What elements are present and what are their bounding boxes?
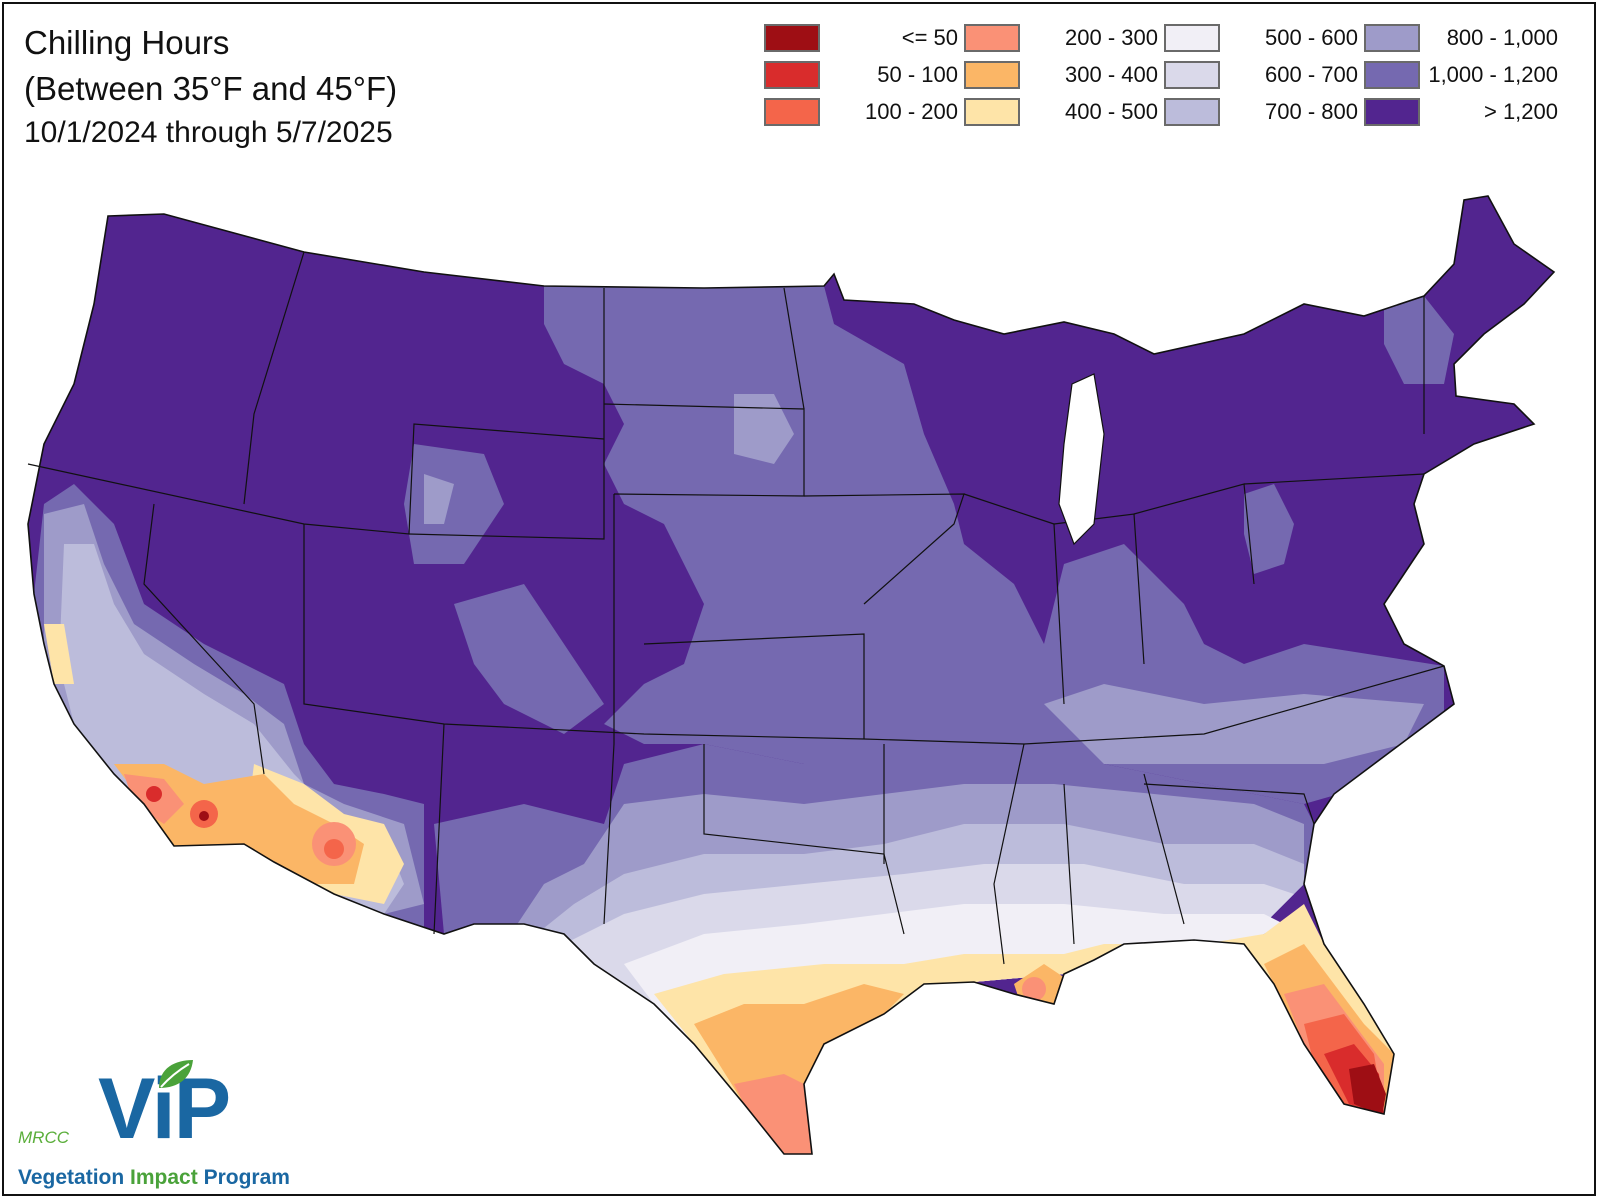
legend-swatch: [964, 24, 1020, 52]
state-borders: [27, 251, 1445, 965]
legend-item: 100 - 200: [764, 96, 964, 126]
legend-swatch: [764, 61, 820, 89]
legend-label: 500 - 600: [1265, 25, 1358, 50]
legend-item: 500 - 600: [1164, 22, 1364, 52]
zone-50-100-la: [146, 786, 162, 802]
legend-swatch: [1364, 24, 1420, 52]
legend-item: 400 - 500: [964, 96, 1164, 126]
legend-swatch: [964, 61, 1020, 89]
contour-layers: [28, 196, 1554, 1154]
logo-tagline-word-3: Program: [203, 1166, 290, 1189]
legend-label: 200 - 300: [1065, 25, 1158, 50]
legend-label: 50 - 100: [877, 62, 958, 87]
zone-50-or-less-inland: [199, 811, 209, 821]
chilling-hours-map: [27, 195, 1556, 1155]
lake-michigan: [1058, 373, 1105, 546]
legend-label: 100 - 200: [865, 99, 958, 124]
zone-400-500-ca-coast: [44, 624, 74, 684]
legend-item: 200 - 300: [964, 22, 1164, 52]
leaf-icon: [159, 1060, 193, 1088]
legend-swatch: [964, 98, 1020, 126]
zone-200-300-tx: [734, 1074, 812, 1154]
legend: <= 50 50 - 100 100 - 200 200 - 300 300 -…: [764, 22, 1594, 134]
legend-item: 600 - 700: [1164, 59, 1364, 89]
zone-300-400-socal: [114, 764, 364, 884]
legend-item: <= 50: [764, 22, 964, 52]
legend-label: 800 - 1,000: [1446, 25, 1558, 50]
legend-swatch: [1364, 61, 1420, 89]
zone-800-1000-tn: [1044, 684, 1424, 764]
legend-label: 700 - 800: [1265, 99, 1358, 124]
zone-50-or-less-fl: [1349, 1064, 1386, 1116]
legend-item: 700 - 800: [1164, 96, 1364, 126]
legend-swatch: [1164, 24, 1220, 52]
logo-tagline-word-1: Vegetation: [18, 1166, 125, 1189]
legend-swatch: [1164, 61, 1220, 89]
date-range: 10/1/2024 through 5/7/2025: [24, 116, 393, 149]
legend-item: > 1,200: [1364, 96, 1564, 126]
title-line-1: Chilling Hours: [24, 24, 230, 61]
legend-swatch: [1364, 98, 1420, 126]
legend-item: 50 - 100: [764, 59, 964, 89]
logo-tagline: Vegetation Impact Program: [18, 1166, 290, 1190]
logo-tagline-word-2: Impact: [130, 1166, 198, 1189]
title-line-2: (Between 35°F and 45°F): [24, 70, 398, 107]
legend-label: 1,000 - 1,200: [1428, 62, 1558, 87]
legend-label: > 1,200: [1483, 99, 1558, 124]
zone-100-200-phx-core: [324, 839, 344, 859]
legend-item: 1,000 - 1,200: [1364, 59, 1564, 89]
logo-org-text: MRCC: [18, 1128, 69, 1147]
map-title: Chilling Hours (Between 35°F and 45°F): [24, 20, 397, 112]
us-outline: [27, 195, 1556, 1155]
zone-300-400-tx: [694, 984, 904, 1154]
zone-1000-1200-ne: [1384, 296, 1454, 384]
zone-1000-1200-co: [454, 584, 604, 734]
legend-label: 400 - 500: [1065, 99, 1158, 124]
zone-1000-1200-pa: [1244, 484, 1294, 574]
legend-swatch: [1164, 98, 1220, 126]
zone-400-500-gulf: [654, 904, 1394, 1154]
vip-logo: MRCC ViP Vegetation Impact Program: [18, 1060, 338, 1194]
legend-item: 800 - 1,000: [1364, 22, 1564, 52]
legend-swatch: [764, 24, 820, 52]
legend-swatch: [764, 98, 820, 126]
legend-item: 300 - 400: [964, 59, 1164, 89]
legend-label: <= 50: [901, 25, 958, 50]
zone-800-1000-sd: [734, 394, 794, 464]
zone-800-1000-wy2: [424, 474, 454, 524]
legend-label: 300 - 400: [1065, 62, 1158, 87]
legend-label: 600 - 700: [1265, 62, 1358, 87]
zone-200-300-nola: [1022, 977, 1046, 1001]
